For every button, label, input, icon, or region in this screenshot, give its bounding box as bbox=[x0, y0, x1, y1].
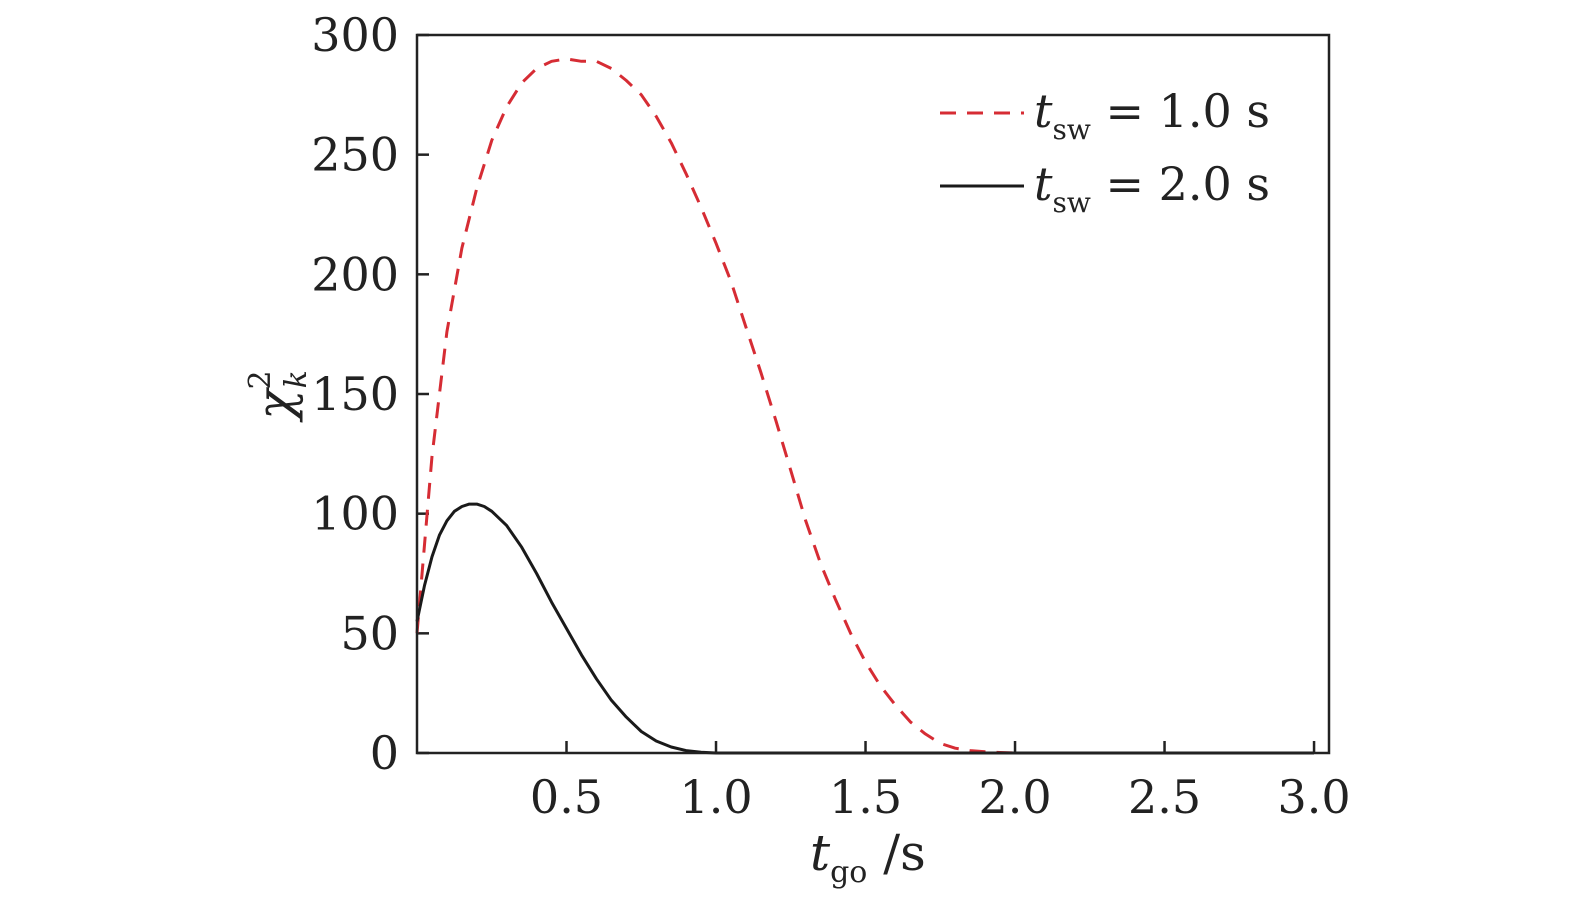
y-axis-label: χ2k bbox=[243, 370, 314, 423]
legend-label-1-rest: = 1.0 s bbox=[1091, 84, 1270, 138]
plot-frame bbox=[415, 33, 1331, 755]
y-tick-label: 300 bbox=[311, 8, 399, 62]
legend-label-2-rest: = 2.0 s bbox=[1091, 157, 1270, 211]
y-tick-label: 100 bbox=[311, 487, 399, 541]
legend-label-1-main: t bbox=[1034, 84, 1053, 138]
x-axis-label: tgo /s bbox=[810, 824, 926, 890]
legend-label-2-main: t bbox=[1034, 157, 1053, 211]
x-tick-label: 0.5 bbox=[530, 770, 603, 824]
legend: tsw = 1.0 s tsw = 2.0 s bbox=[940, 84, 1270, 219]
svg-text:tsw = 1.0 s: tsw = 1.0 s bbox=[1034, 84, 1270, 146]
x-tick-label: 2.5 bbox=[1128, 770, 1201, 824]
x-tick-label: 1.5 bbox=[829, 770, 902, 824]
series-line-1 bbox=[415, 57, 1314, 755]
legend-label-1-sub: sw bbox=[1053, 113, 1091, 146]
svg-text:χ2k: χ2k bbox=[243, 370, 314, 423]
y-tick-label: 200 bbox=[311, 247, 399, 301]
axis-ticks: 0.5 1.0 1.5 2.0 2.5 3.0 0 50 100 150 200 250 300 bbox=[311, 8, 1350, 824]
legend-entry-2: tsw = 2.0 s bbox=[940, 157, 1270, 219]
x-tick-label: 3.0 bbox=[1277, 770, 1350, 824]
x-tick-label: 1.0 bbox=[679, 770, 752, 824]
svg-text:tgo /s: tgo /s bbox=[810, 824, 926, 890]
series-line-2 bbox=[415, 502, 1314, 755]
y-tick-label: 0 bbox=[370, 726, 399, 780]
svg-text:tsw = 2.0 s: tsw = 2.0 s bbox=[1034, 157, 1270, 219]
y-tick-label: 250 bbox=[311, 128, 399, 182]
x-tick-label: 2.0 bbox=[978, 770, 1051, 824]
y-tick-label: 150 bbox=[311, 367, 399, 421]
legend-label-2-sub: sw bbox=[1053, 186, 1091, 219]
legend-entry-1: tsw = 1.0 s bbox=[940, 84, 1270, 146]
y-tick-label: 50 bbox=[340, 606, 399, 660]
